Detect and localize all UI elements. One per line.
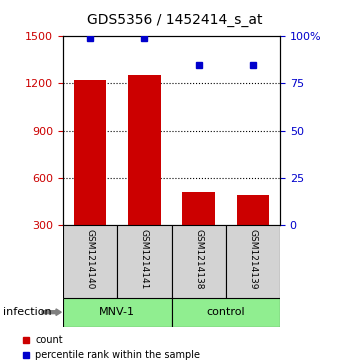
Bar [128,75,161,225]
Text: control: control [206,307,245,317]
FancyBboxPatch shape [172,225,226,298]
FancyBboxPatch shape [172,298,280,327]
Legend: count, percentile rank within the sample: count, percentile rank within the sample [22,335,200,360]
Text: infection: infection [4,307,52,317]
FancyBboxPatch shape [63,298,172,327]
Text: GSM1214138: GSM1214138 [194,229,203,289]
FancyBboxPatch shape [117,225,172,298]
Text: GSM1214140: GSM1214140 [86,229,94,289]
Text: GDS5356 / 1452414_s_at: GDS5356 / 1452414_s_at [87,13,263,27]
FancyBboxPatch shape [226,225,280,298]
Text: GSM1214141: GSM1214141 [140,229,149,289]
Text: MNV-1: MNV-1 [99,307,135,317]
Bar [237,195,269,225]
Bar [182,192,215,225]
FancyBboxPatch shape [63,225,117,298]
Bar [74,80,106,225]
Text: GSM1214139: GSM1214139 [248,229,257,289]
